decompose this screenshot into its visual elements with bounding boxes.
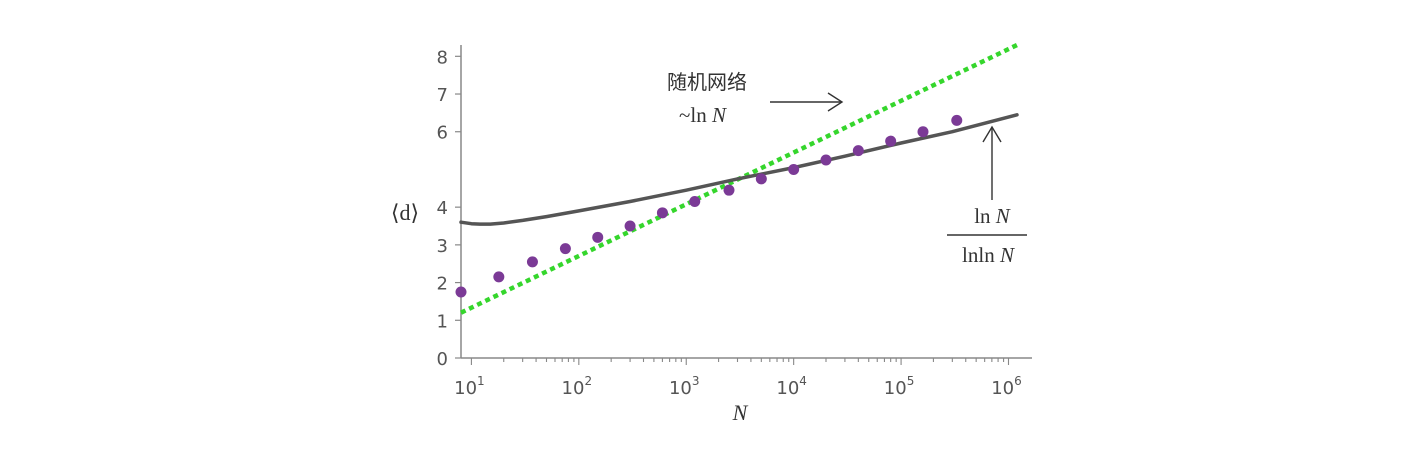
data-point — [755, 173, 767, 185]
x-tick-base: 10 — [562, 378, 585, 399]
x-tick-label: 106 — [991, 374, 1022, 399]
x-tick-exponent: 2 — [584, 374, 592, 388]
x-tick-label: 105 — [884, 374, 915, 399]
x-tick-label: 102 — [562, 374, 593, 399]
x-tick-exponent: 5 — [907, 374, 915, 388]
data-point — [526, 256, 538, 268]
fraction-numerator-var: N — [995, 204, 1011, 228]
data-point — [624, 220, 636, 232]
arrow-up-head — [982, 125, 1002, 143]
data-point — [656, 207, 668, 219]
x-tick-base: 10 — [454, 378, 477, 399]
arrow-right-head — [827, 92, 844, 112]
x-tick-label: 104 — [776, 374, 807, 399]
series-points — [455, 114, 963, 298]
y-tick-label: 6 — [437, 123, 448, 144]
y-tick-label: 2 — [437, 274, 448, 295]
y-tick-label: 4 — [437, 198, 448, 219]
x-axis-label: N — [732, 400, 749, 425]
annotation-random-network: 随机网络 — [667, 70, 747, 94]
data-point — [885, 135, 897, 147]
data-point — [723, 184, 735, 196]
fraction-denominator: lnln N — [962, 243, 1015, 267]
x-tick-base: 10 — [669, 378, 692, 399]
series-lines — [459, 42, 1019, 315]
annotation-ln-text: ~ln — [679, 103, 712, 127]
fraction-numerator: ln N — [974, 204, 1011, 228]
x-tick-exponent: 1 — [477, 374, 485, 388]
data-point — [788, 163, 800, 175]
fraction-numerator-ln: ln — [974, 204, 996, 228]
y-tick-label: 3 — [437, 236, 448, 257]
x-tick-label: 101 — [454, 374, 485, 399]
data-point — [820, 154, 832, 166]
y-tick-label: 1 — [437, 311, 448, 332]
x-tick-base: 10 — [884, 378, 907, 399]
fraction-denominator-var: N — [999, 243, 1015, 267]
annotation-ln-var: N — [711, 103, 727, 127]
x-tick-exponent: 6 — [1014, 374, 1022, 388]
y-tick-label: 8 — [437, 47, 448, 68]
y-axis-label: ⟨d⟩ — [391, 200, 419, 225]
y-tick-label: 7 — [437, 85, 448, 106]
x-ticks: 101 102 103 104 105 106 — [454, 358, 1022, 399]
data-point — [689, 196, 701, 207]
fraction-denominator-ln: lnln — [962, 243, 1000, 267]
data-point — [951, 114, 963, 126]
data-point — [493, 271, 505, 283]
data-point — [455, 286, 467, 298]
annotation-ln-n: ~ln N — [679, 103, 727, 127]
lnln-n-curve — [459, 113, 1019, 226]
y-tick-label: 0 — [437, 349, 448, 370]
x-tick-base: 10 — [991, 378, 1014, 399]
x-tick-label: 103 — [669, 374, 700, 399]
y-ticks: 0 1 2 3 4 6 7 8 — [437, 47, 461, 370]
data-point — [852, 145, 864, 157]
x-tick-exponent: 3 — [692, 374, 700, 388]
x-tick-exponent: 4 — [799, 374, 807, 388]
x-tick-base: 10 — [776, 378, 799, 399]
data-point — [917, 126, 929, 138]
data-point — [592, 231, 604, 243]
data-point — [559, 243, 571, 255]
